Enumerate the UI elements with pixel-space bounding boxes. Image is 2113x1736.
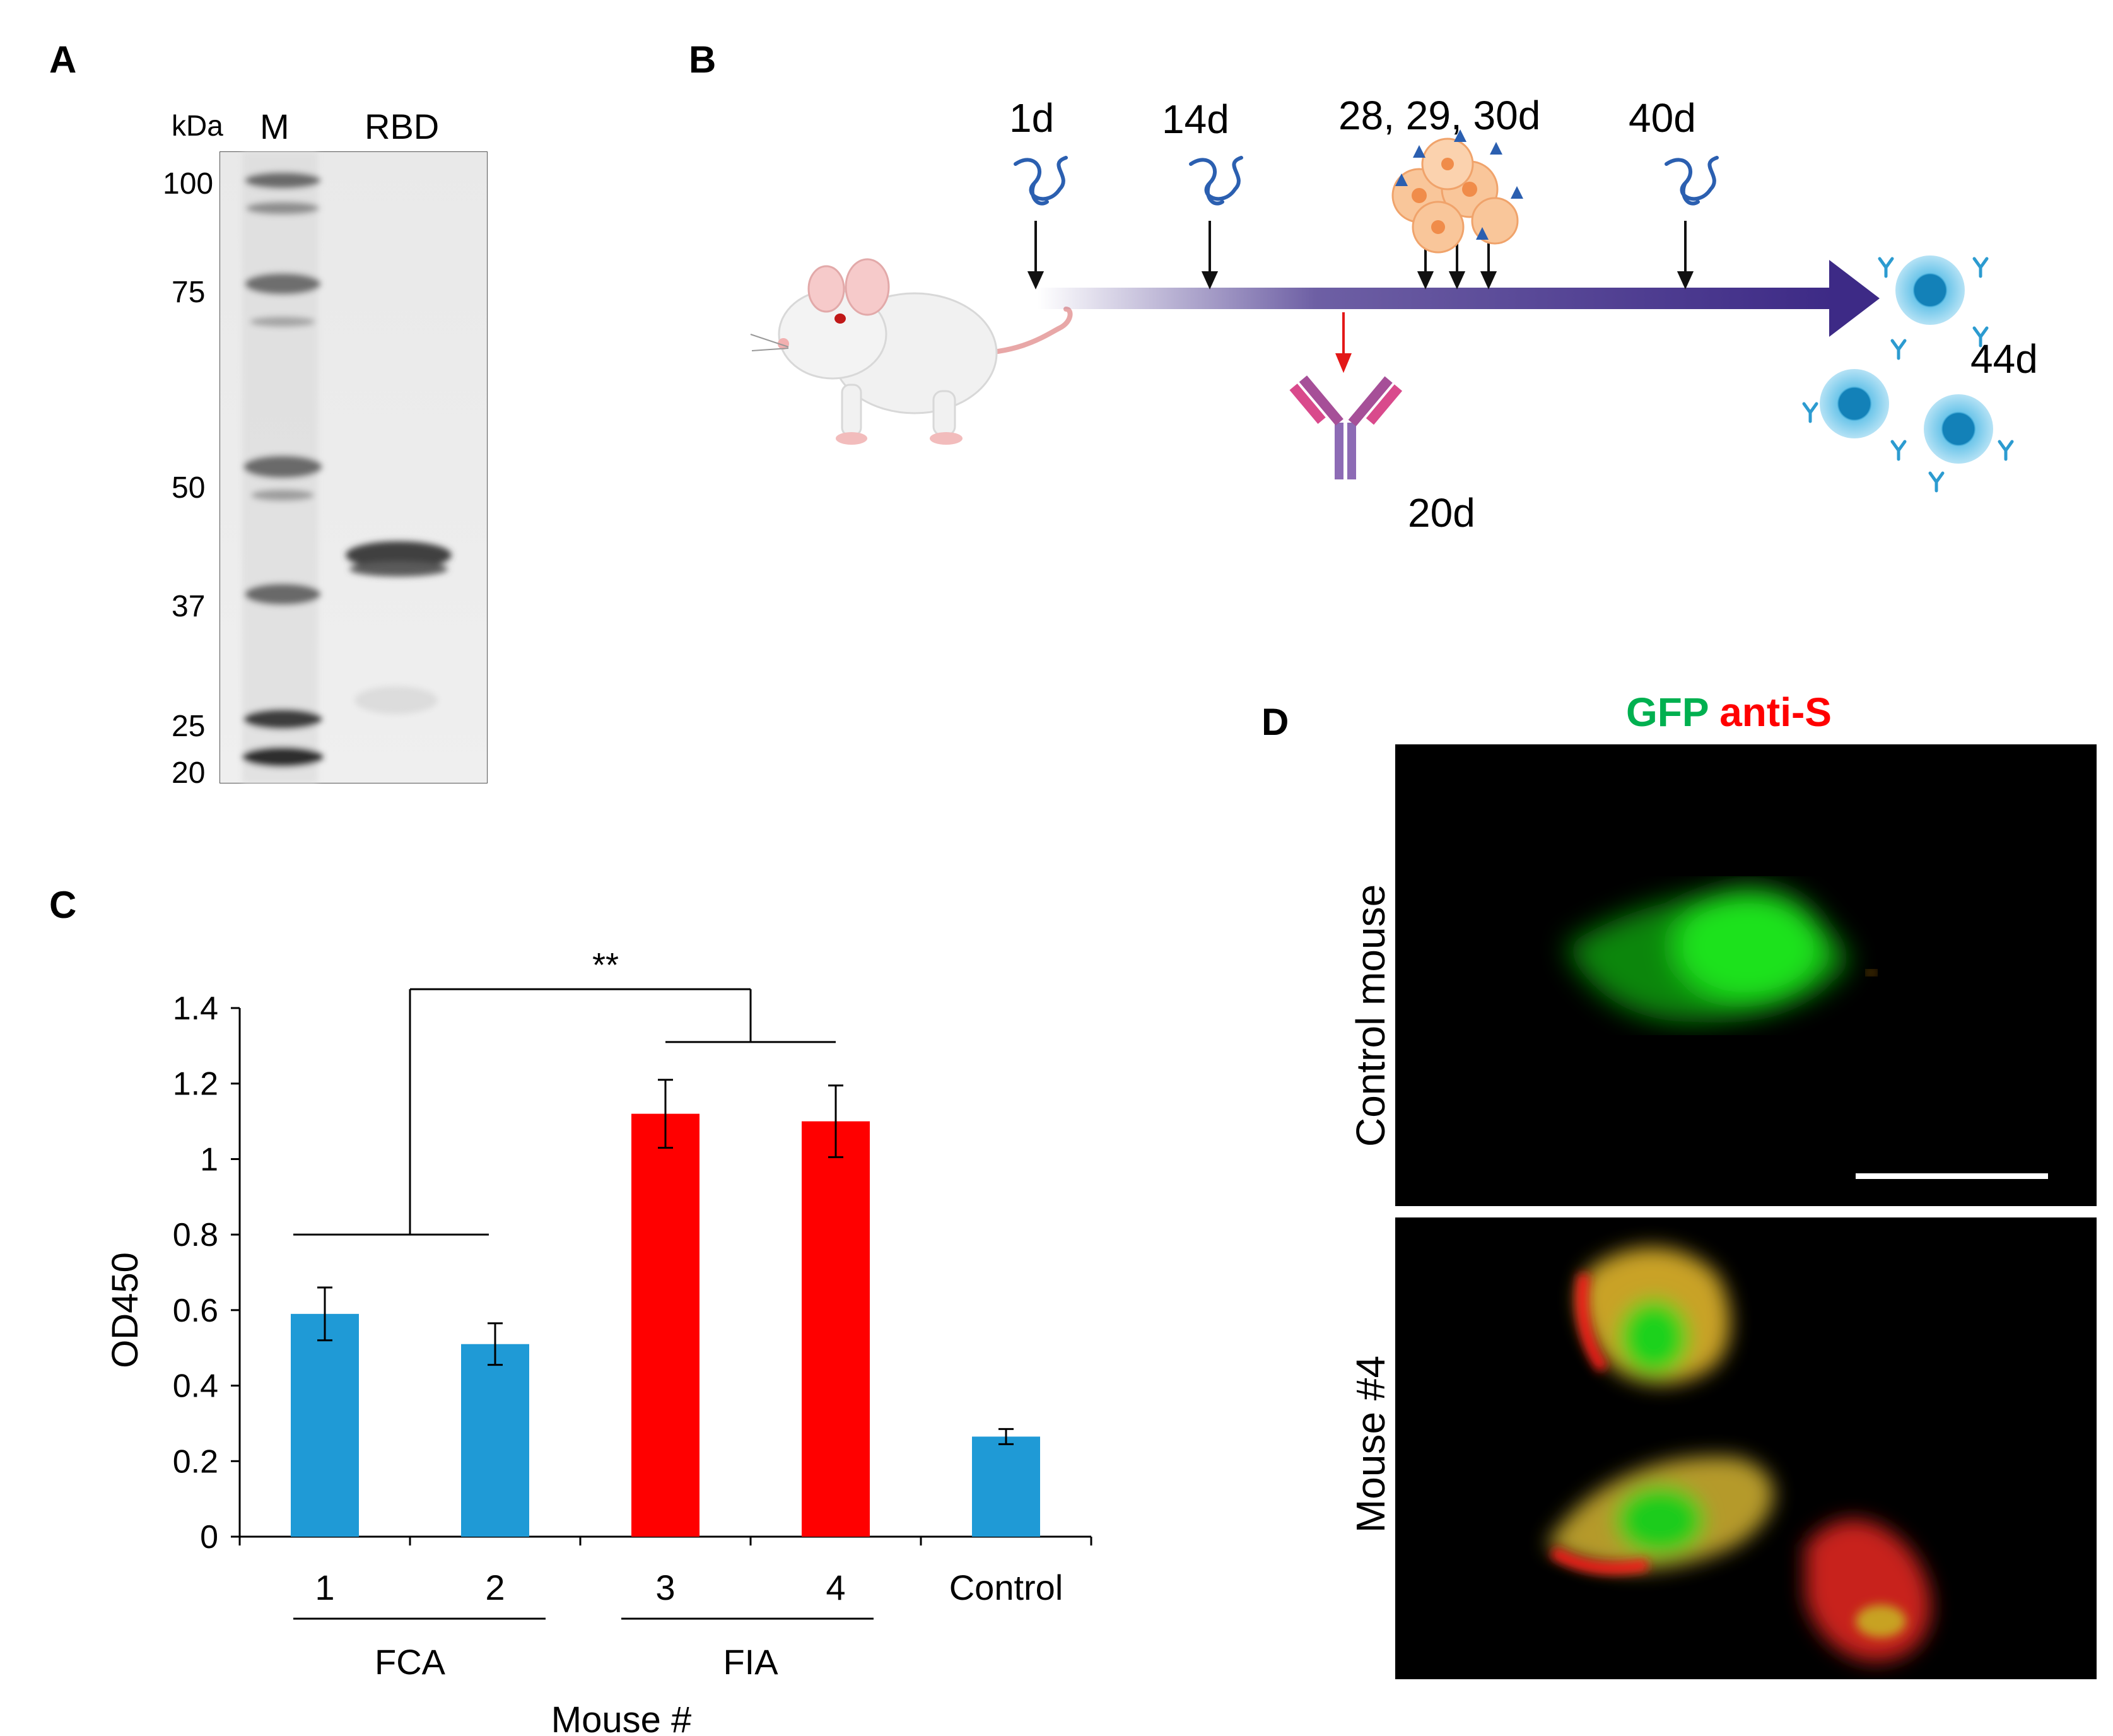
micrograph-control-mouse — [1395, 744, 2097, 1206]
y-tick-label: 0.6 — [173, 1293, 218, 1329]
panel-c-letter: C — [49, 884, 77, 926]
b-cells-icon — [1802, 255, 2014, 493]
gel-marker-37: 37 — [172, 590, 206, 623]
microscopy-legend: GFP anti-S — [1626, 689, 1832, 736]
y-tick-label: 1.4 — [173, 990, 218, 1027]
x-tick-label: 3 — [655, 1568, 675, 1607]
bar-3 — [631, 1113, 699, 1537]
timepoint-20d-label: 20d — [1408, 490, 1475, 536]
gel-image — [219, 151, 488, 783]
od450-bar-chart: 0 0.2 0.4 0.6 0.8 1 1.2 1.4 1 2 3 4 Control FCA FIA Mou… — [105, 946, 1092, 1736]
timepoint-40d-label: 40d — [1629, 95, 1696, 141]
panel-a-letter: A — [49, 38, 77, 81]
y-tick-label: 0 — [200, 1519, 218, 1556]
panel-d-letter: D — [1261, 701, 1289, 743]
bar-1 — [291, 1313, 359, 1537]
bar-2 — [461, 1344, 529, 1537]
x-tick-label: 2 — [485, 1568, 505, 1607]
timeline-illustration — [750, 129, 2014, 493]
timepoint-28-30d-label: 28, 29, 30d — [1338, 93, 1541, 138]
x-axis-title: Mouse # — [551, 1699, 691, 1736]
gel-marker-75: 75 — [172, 276, 206, 309]
y-tick-label: 1.2 — [173, 1066, 218, 1103]
group-label-fia: FIA — [723, 1642, 778, 1682]
y-axis-title: OD450 — [105, 1252, 146, 1368]
gel-unit-label: kDa — [172, 109, 223, 142]
gel-lane-label-m: M — [260, 107, 290, 146]
panel-b-letter: B — [689, 38, 717, 81]
row-label-mouse-4: Mouse #4 — [1348, 1355, 1393, 1533]
x-tick-label: 4 — [826, 1568, 845, 1607]
gel-marker-100: 100 — [163, 167, 214, 201]
x-tick-label: 1 — [315, 1568, 334, 1607]
protein-icon-1d — [1014, 156, 1068, 206]
y-tick-label: 1 — [200, 1141, 218, 1178]
legend-anti-s: anti-S — [1719, 689, 1832, 735]
y-tick-label: 0.2 — [173, 1443, 218, 1480]
gel-marker-25: 25 — [172, 710, 206, 743]
timepoint-1d-label: 1d — [1009, 95, 1055, 141]
timepoint-14d-label: 14d — [1162, 97, 1229, 142]
protein-icon-14d — [1189, 156, 1243, 206]
row-label-control-mouse: Control mouse — [1348, 884, 1393, 1147]
gel-marker-50: 50 — [172, 471, 206, 505]
micrograph-mouse-4 — [1395, 1217, 2097, 1679]
mouse-illustration — [750, 258, 1073, 445]
gel-marker-20: 20 — [172, 756, 206, 790]
antibody-icon — [1289, 375, 1403, 479]
y-tick-label: 0.8 — [173, 1217, 218, 1253]
significance-label: ** — [592, 946, 619, 984]
gel-lane-label-rbd: RBD — [365, 107, 440, 146]
cell-cluster-icon — [1391, 129, 1523, 254]
group-label-fca: FCA — [375, 1642, 446, 1682]
bar-4 — [802, 1121, 870, 1537]
y-tick-label: 0.4 — [173, 1368, 218, 1405]
scale-bar — [1856, 1173, 2048, 1179]
protein-icon-40d — [1665, 156, 1719, 206]
bar-control — [972, 1436, 1040, 1537]
legend-gfp: GFP — [1626, 689, 1709, 735]
x-tick-label: Control — [949, 1568, 1063, 1607]
